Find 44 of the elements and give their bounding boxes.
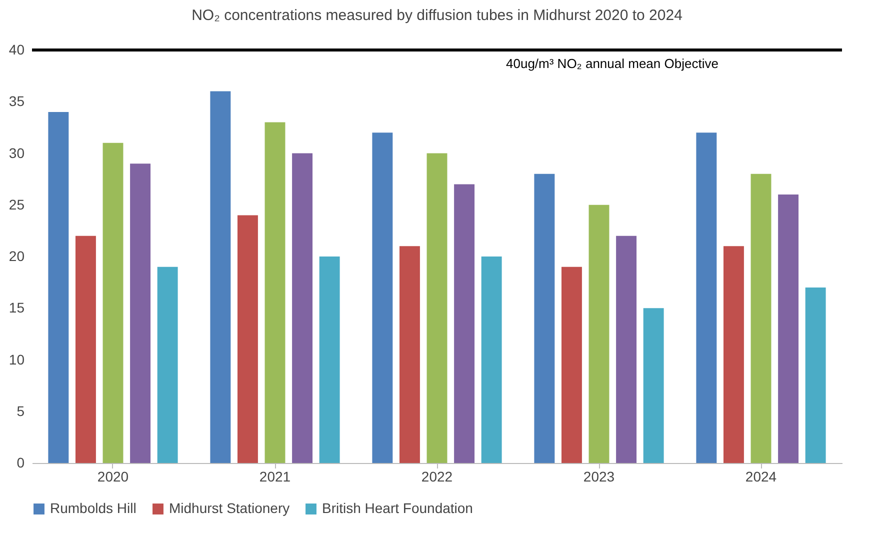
y-tick-label: 5 xyxy=(16,402,25,419)
bar xyxy=(48,112,69,463)
bar xyxy=(292,153,313,463)
x-tick-label: 2020 xyxy=(97,468,129,484)
bar xyxy=(237,215,258,463)
bar xyxy=(723,246,744,463)
bar xyxy=(399,246,420,463)
bar xyxy=(130,164,151,463)
bar xyxy=(319,256,340,463)
y-tick-label: 0 xyxy=(16,454,25,470)
bar xyxy=(75,236,96,463)
bar xyxy=(534,174,555,463)
y-tick-label: 15 xyxy=(8,300,25,316)
bar xyxy=(616,236,637,463)
bar xyxy=(372,132,393,463)
bar xyxy=(426,153,448,463)
x-tick-label: 2022 xyxy=(421,468,453,484)
bar xyxy=(778,194,799,463)
ref-line-label: 40ug/m³ NO₂ annual mean Objective xyxy=(506,56,718,71)
bar xyxy=(454,184,475,463)
legend-label: British Heart Foundation xyxy=(322,500,473,516)
bar xyxy=(588,204,610,463)
x-tick-label: 2023 xyxy=(583,468,615,484)
bar xyxy=(102,142,124,463)
bar xyxy=(750,174,772,463)
bar xyxy=(561,266,582,463)
chart-title: NO₂ concentrations measured by diffusion tubes in Midhurst 2020 to 2024 xyxy=(192,7,682,24)
bar xyxy=(210,91,231,463)
bar xyxy=(157,266,178,463)
bar xyxy=(264,122,286,463)
y-tick-label: 20 xyxy=(8,248,25,264)
bar xyxy=(805,287,826,463)
bar xyxy=(696,132,717,463)
y-tick-label: 35 xyxy=(8,93,25,110)
legend-label: Rumbolds Hill xyxy=(50,500,136,516)
y-tick-label: 25 xyxy=(8,196,25,212)
bar xyxy=(643,308,664,463)
y-tick-label: 10 xyxy=(8,351,25,368)
y-tick-label: 40 xyxy=(8,42,25,58)
x-tick-label: 2021 xyxy=(259,468,291,484)
y-tick-label: 30 xyxy=(8,144,25,161)
legend-label: Midhurst Stationery xyxy=(169,500,290,516)
x-tick-label: 2024 xyxy=(745,468,777,484)
bar xyxy=(481,256,502,463)
